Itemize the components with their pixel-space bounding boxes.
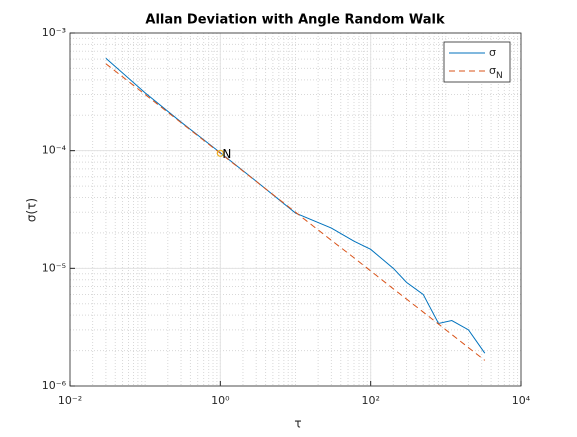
- x-tick-label: 10⁴: [512, 394, 531, 407]
- legend-label-sub: N: [496, 71, 503, 81]
- legend-label: σN: [489, 64, 503, 81]
- chart-title: Allan Deviation with Angle Random Walk: [145, 13, 445, 28]
- legend-label: σ: [489, 46, 496, 59]
- y-tick-label: 10⁻³: [42, 26, 66, 39]
- y-tick-label: 10⁻⁶: [42, 379, 67, 392]
- legend-label-base: σ: [489, 64, 496, 77]
- series-line: [105, 63, 486, 361]
- y-axis-label: σ(τ): [25, 198, 39, 222]
- y-tick-label: 10⁻⁴: [42, 144, 67, 157]
- annotation-marker: [216, 149, 224, 157]
- axes-box: [69, 32, 522, 387]
- y-tick-label: 10⁻⁵: [42, 261, 66, 274]
- annotation-text: N: [222, 147, 231, 161]
- x-tick-label: 10²: [361, 394, 379, 407]
- legend-box: [443, 41, 511, 83]
- x-tick-label: 10⁻²: [58, 394, 82, 407]
- x-tick-label: 10⁰: [211, 394, 230, 407]
- x-axis-label: τ: [294, 417, 301, 431]
